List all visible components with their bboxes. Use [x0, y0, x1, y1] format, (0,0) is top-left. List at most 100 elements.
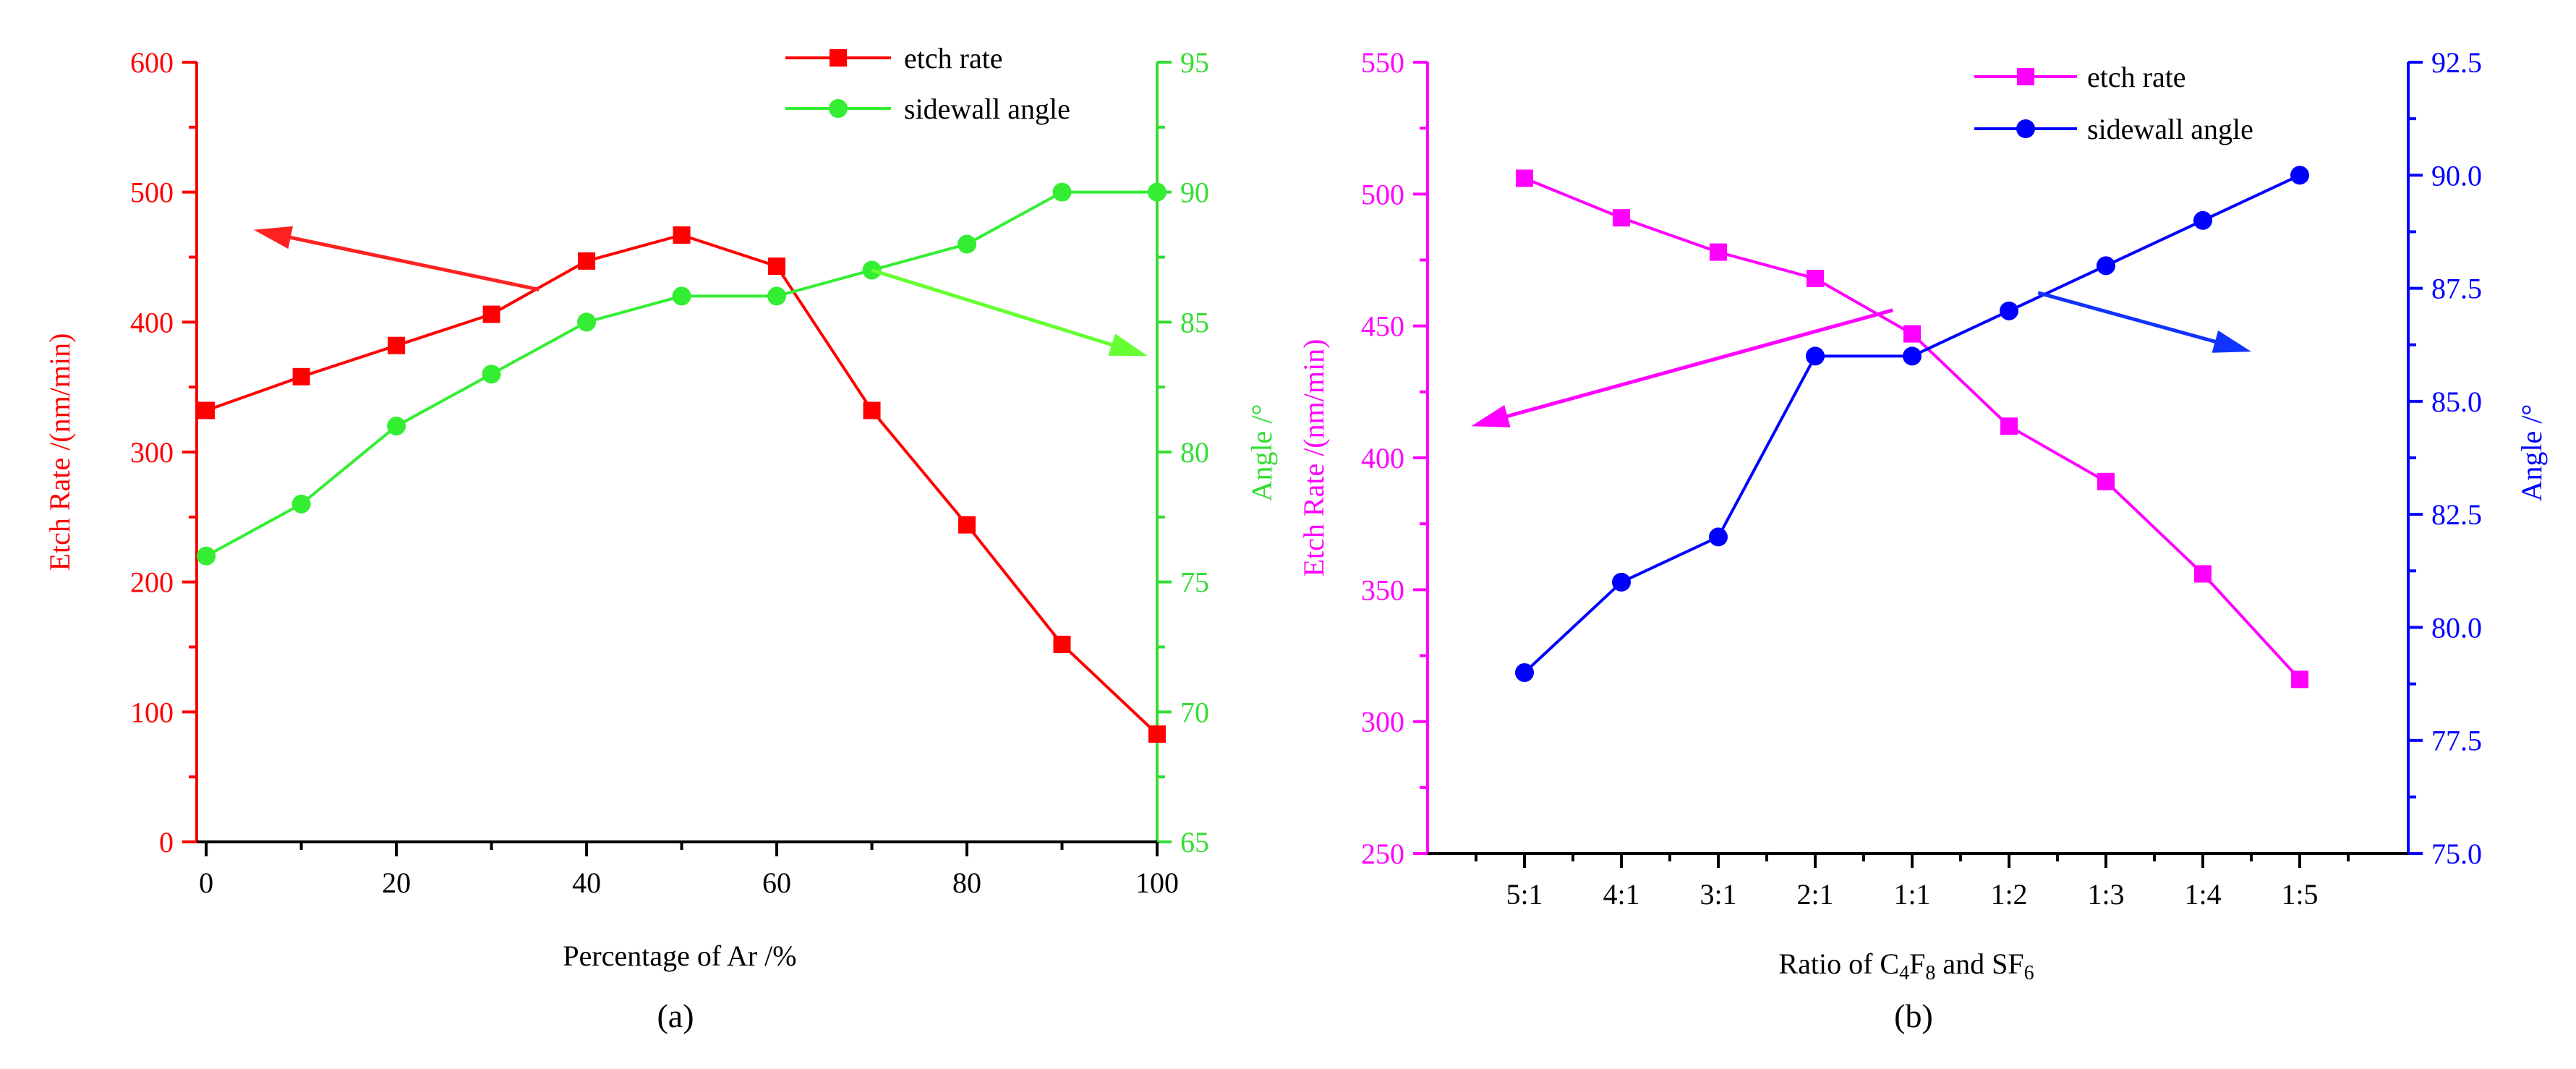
annotation-arrow: [2037, 291, 2225, 346]
right-tick-label: 75: [1180, 566, 1209, 599]
x-tick-label: 100: [1135, 866, 1179, 899]
x-tick-label: 60: [762, 866, 791, 899]
sidewall-angle-point: [291, 494, 311, 514]
etch-rate-point: [1807, 270, 1824, 288]
sidewall-angle-line: [205, 190, 1157, 558]
legend-label: sidewall angle: [2087, 113, 2253, 145]
etch-rate-point: [2000, 417, 2018, 435]
etch-rate-point: [2194, 565, 2212, 583]
x-tick-label: 0: [199, 866, 213, 899]
legend-label: sidewall angle: [904, 93, 1070, 125]
x-tick-label: 1:3: [2087, 878, 2124, 911]
sidewall-angle-point: [1806, 346, 1825, 366]
left-tick-label: 400: [130, 306, 174, 338]
x-tick-label: 1:4: [2184, 878, 2221, 911]
sidewall-angle-point: [197, 546, 216, 566]
x-axis-title-part: and SF: [1935, 947, 2023, 980]
etch-rate-point: [2291, 670, 2308, 689]
annotation-arrowhead: [253, 226, 294, 250]
etch-rate-point: [1710, 243, 1727, 261]
left-tick-label: 500: [1361, 178, 1404, 210]
legend: etch rate sidewall angle: [785, 42, 1070, 125]
left-tick-label: 100: [130, 696, 174, 728]
annotation-arrowhead: [1108, 333, 1148, 357]
sidewall-angle-point: [958, 234, 977, 254]
etch-rate-point: [1053, 635, 1071, 653]
right-tick-label: 85.0: [2431, 386, 2482, 418]
legend-label: etch rate: [2087, 61, 2186, 93]
x-tick-label: 1:5: [2281, 878, 2318, 911]
x-tick-label: 80: [952, 866, 981, 899]
x-tick-label: 20: [382, 866, 411, 899]
sidewall-angle-point: [1903, 346, 1922, 366]
etch-rate-point: [292, 367, 310, 386]
x-tick-label: 1:2: [1990, 878, 2027, 911]
panel-label: (a): [657, 997, 694, 1034]
x-tick-label: 2:1: [1796, 878, 1833, 911]
annotation-arrow: [281, 234, 539, 291]
x-axis-title-part: Ratio of C: [1778, 947, 1899, 980]
etch-rate-point: [388, 336, 406, 354]
etch-rate-point: [863, 401, 881, 419]
left-tick-label: 300: [130, 436, 174, 469]
sidewall-angle-point: [2000, 301, 2018, 320]
right-tick-label: 90.0: [2431, 159, 2482, 192]
right-tick-label: 70: [1180, 696, 1209, 728]
annotation-arrowhead: [1471, 405, 1511, 427]
panel-label: (b): [1894, 997, 1933, 1034]
annotation-arrow: [1498, 308, 1893, 421]
legend-marker: [829, 49, 847, 67]
sidewall-angle-point: [767, 286, 787, 306]
sidewall-angle-point: [577, 312, 597, 332]
legend: etch rate sidewall angle: [1974, 61, 2253, 145]
sidewall-angle-point: [1612, 572, 1631, 592]
annotation-arrow: [871, 268, 1121, 349]
legend-marker: [2016, 119, 2035, 138]
left-tick-label: 400: [1361, 442, 1404, 474]
x-axis-title-subscript: 4: [1899, 962, 1909, 984]
right-axis-title: Angle /°: [2515, 404, 2548, 502]
left-tick-label: 200: [130, 566, 174, 599]
etch-rate-point: [1613, 209, 1630, 227]
etch-rate-point: [578, 252, 596, 270]
left-tick-label: 450: [1361, 310, 1404, 343]
x-tick-label: 3:1: [1699, 878, 1736, 911]
etch-rate-point: [673, 226, 691, 244]
left-axis-title: Etch Rate /(nm/min): [1297, 339, 1330, 577]
etch-rate-point: [197, 401, 216, 419]
right-tick-label: 75.0: [2431, 838, 2482, 870]
etch-rate-point: [1516, 169, 1533, 187]
legend-marker: [829, 99, 848, 118]
x-tick-label: 5:1: [1506, 878, 1543, 911]
sidewall-angle-point: [1052, 182, 1072, 202]
right-tick-label: 90: [1180, 176, 1209, 209]
sidewall-angle-point: [1148, 182, 1167, 202]
right-tick-label: 65: [1180, 826, 1209, 859]
etch-rate-point: [1903, 325, 1921, 343]
left-tick-label: 350: [1361, 574, 1404, 606]
x-tick-label: 40: [572, 866, 601, 899]
right-tick-label: 87.5: [2431, 273, 2482, 305]
sidewall-angle-point: [1515, 663, 1534, 682]
panel-b: 250 300 350 400 450 500 550 75.0 77.5 80.0 82.5 85.…: [1297, 46, 2548, 1034]
legend-label: etch rate: [904, 42, 1003, 74]
left-tick-label: 250: [1361, 838, 1404, 870]
etch-rate-point: [958, 516, 976, 534]
right-axis-title: Angle /°: [1245, 404, 1278, 502]
etch-rate-point: [1148, 725, 1166, 743]
sidewall-angle-point: [672, 286, 691, 306]
x-tick-label: 1:1: [1893, 878, 1930, 911]
left-tick-label: 550: [1361, 46, 1404, 79]
sidewall-angle-point: [2193, 210, 2212, 230]
sidewall-angle-point: [387, 417, 406, 436]
right-tick-label: 82.5: [2431, 498, 2482, 531]
annotation-arrowhead: [2212, 330, 2251, 353]
x-axis-title: Ratio of C4F8 and SF6: [1778, 947, 2034, 984]
sidewall-angle-line: [1523, 174, 2300, 674]
sidewall-angle-point: [482, 365, 501, 384]
sidewall-angle-point: [2097, 256, 2115, 276]
left-tick-label: 500: [130, 176, 174, 209]
legend-marker: [2017, 68, 2034, 85]
